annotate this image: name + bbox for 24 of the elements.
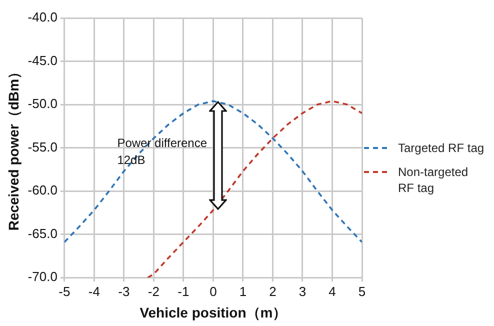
x-tick-label: 0 [210, 284, 217, 299]
y-tick-label: -40.0 [28, 10, 58, 25]
y-tick-label: -45.0 [28, 52, 58, 68]
x-tick-label: -1 [178, 284, 190, 299]
y-tick-label: -50.0 [28, 96, 58, 112]
x-tick-label: -3 [118, 284, 130, 299]
x-tick-label: 3 [298, 284, 306, 299]
annotation: Power difference 12dB [117, 134, 208, 169]
x-tick-label: -2 [148, 284, 160, 299]
y-tick-label: -70.0 [28, 269, 58, 284]
y-tick-label: -60.0 [28, 182, 58, 198]
x-tick-label: 2 [269, 284, 276, 299]
y-tick-label: -65.0 [28, 226, 58, 241]
y-axis-title: Received power（dBm） [5, 64, 22, 231]
x-tick-label: -5 [58, 284, 70, 299]
legend-label: Targeted RF tag [398, 140, 486, 156]
y-tick-label: -55.0 [28, 139, 58, 154]
x-axis-title: Vehicle position（m） [140, 304, 287, 320]
x-tick-label: 1 [239, 284, 247, 299]
x-tick-label: -4 [88, 284, 100, 299]
line-series [64, 100, 362, 244]
legend-label: Non-targeted RF tag [398, 164, 470, 196]
x-tick-label: 5 [358, 284, 366, 299]
x-tick-label: 4 [328, 284, 336, 299]
